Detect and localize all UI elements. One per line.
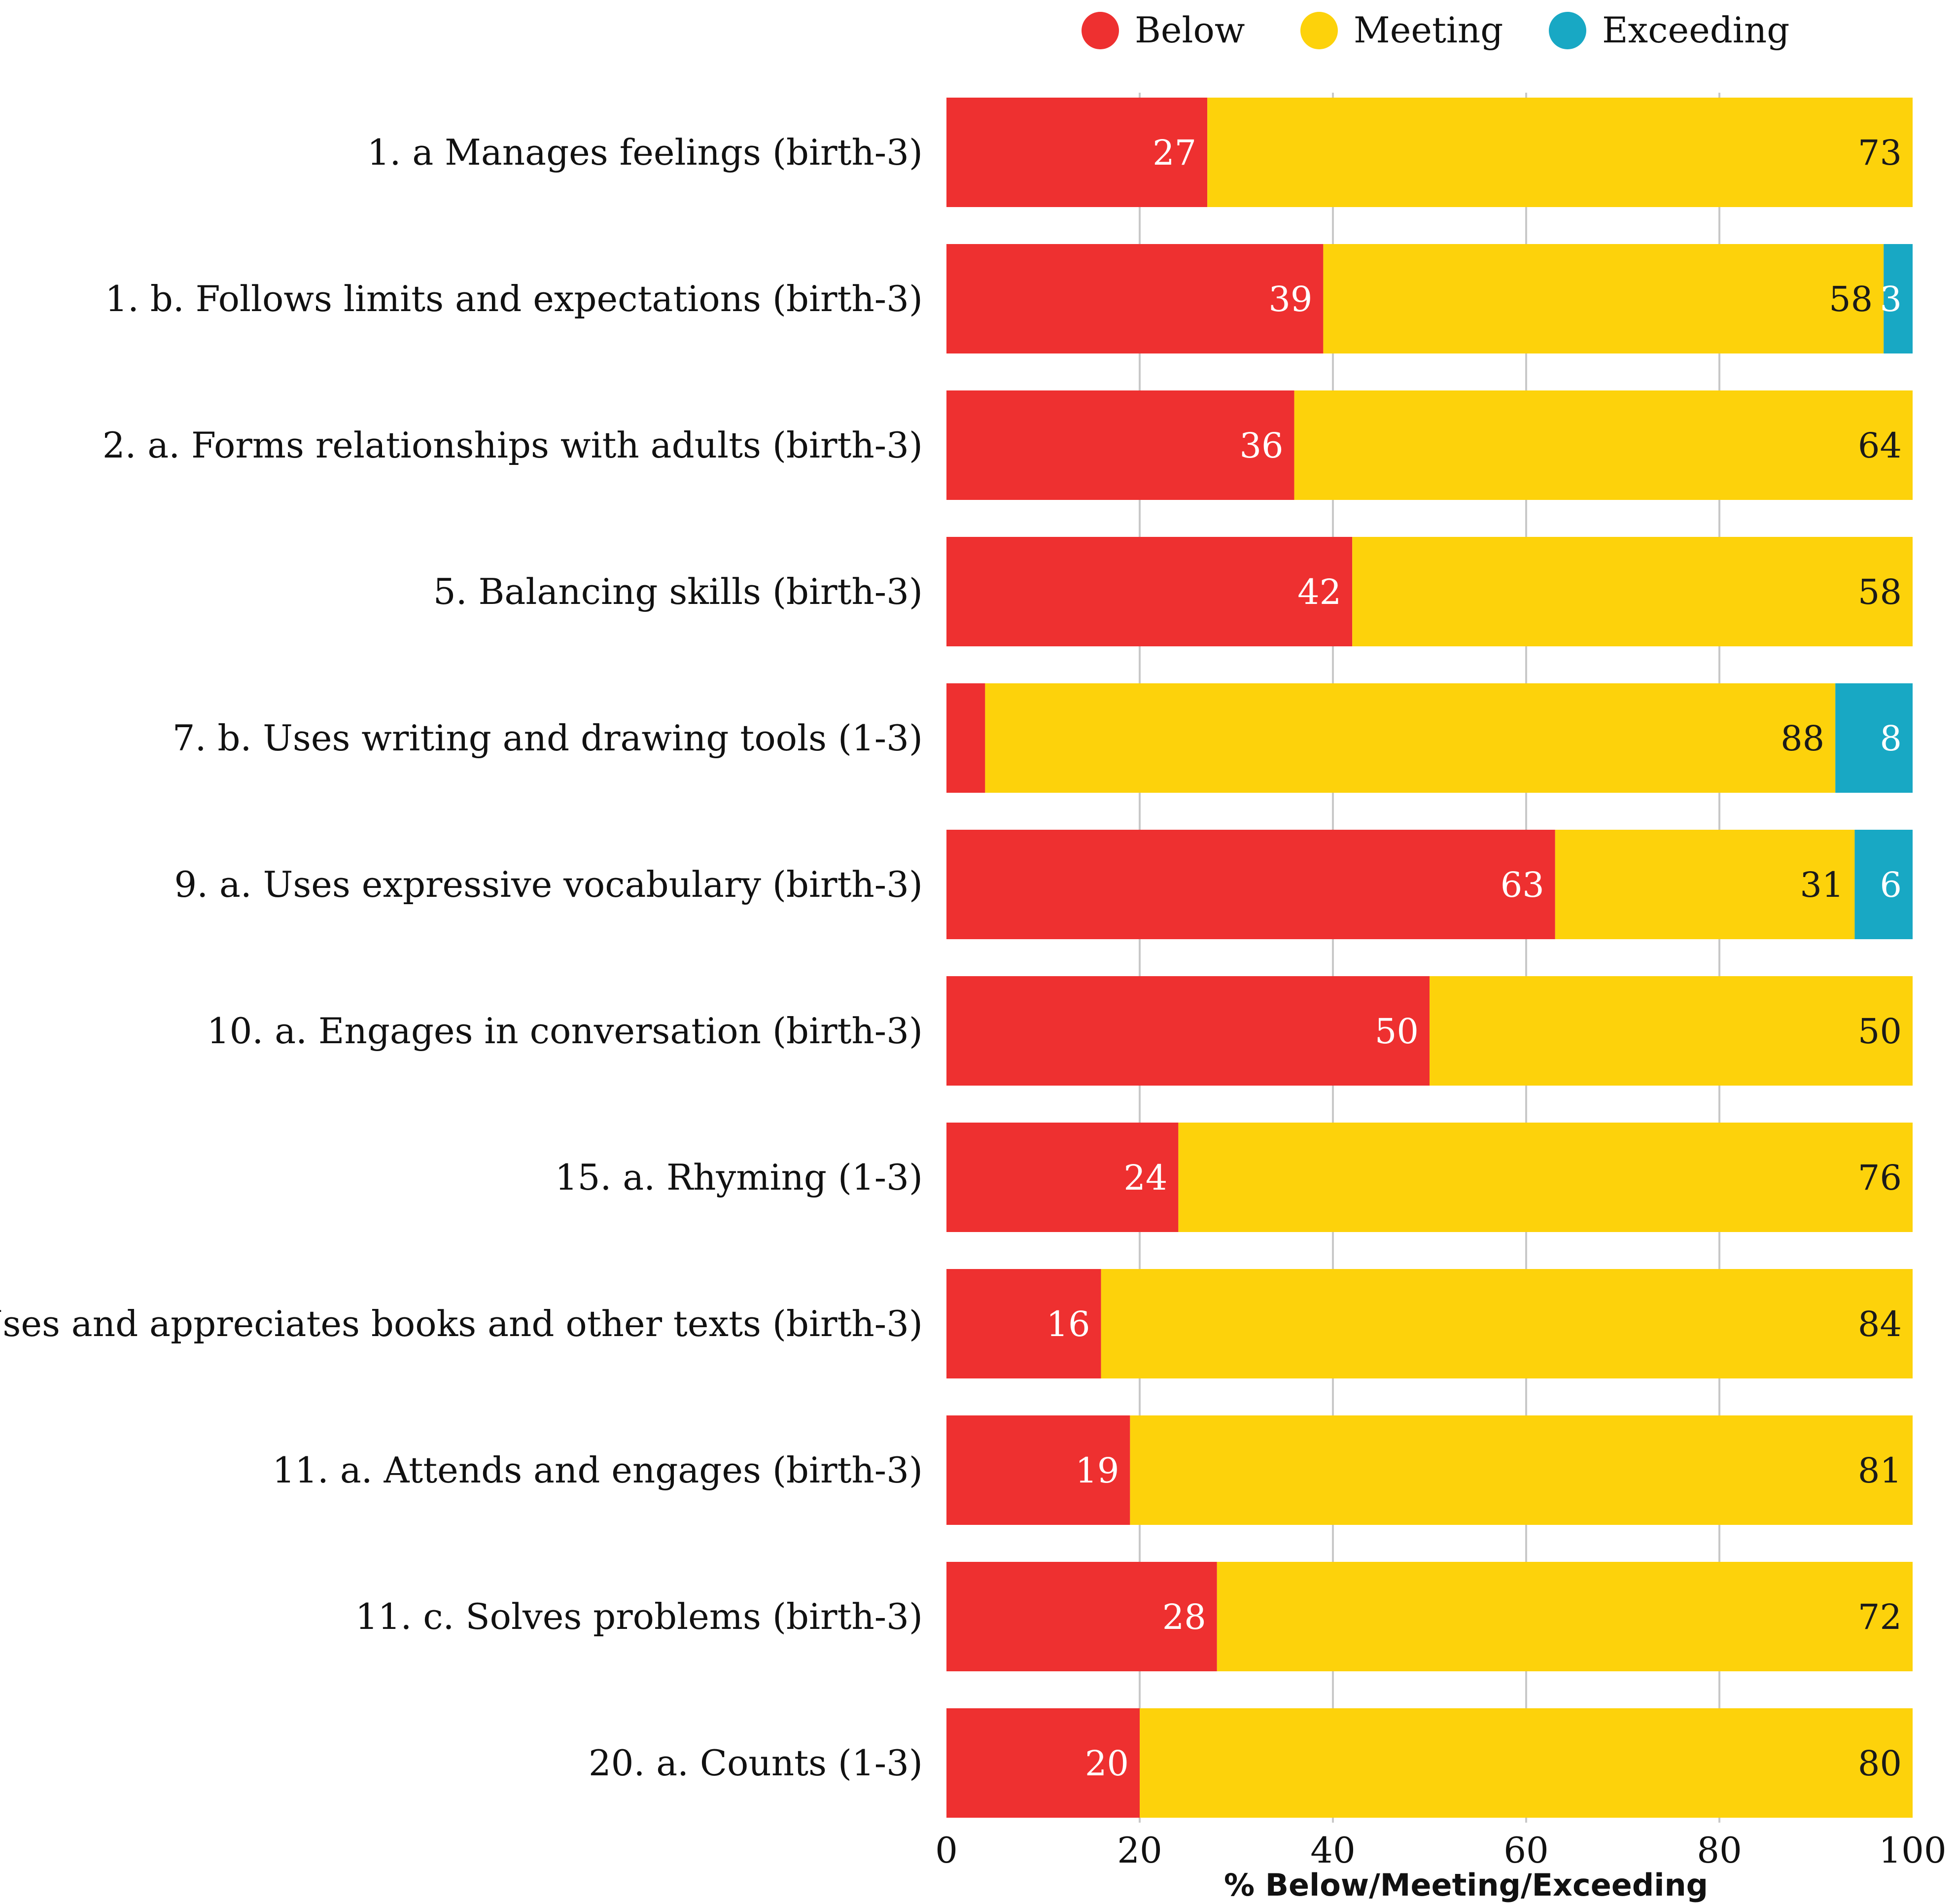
bar-exceeding	[1884, 244, 1913, 353]
category-label: 7. b. Uses writing and drawing tools (1-…	[173, 717, 923, 759]
category-label: 10. a. Engages in conversation (birth-3)	[207, 1010, 923, 1052]
x-axis-title: % Below/Meeting/Exceeding	[1224, 1867, 1708, 1903]
legend-label-exceeding: Exceeding	[1602, 9, 1789, 51]
bar-below	[946, 98, 1208, 207]
x-tick-label: 60	[1503, 1830, 1549, 1871]
grid-lines	[1139, 93, 1720, 1823]
data-label-below: 16	[1047, 1304, 1090, 1344]
data-label-meeting: 50	[1858, 1011, 1902, 1052]
data-label-below: 28	[1162, 1597, 1206, 1637]
data-label-meeting: 76	[1858, 1158, 1902, 1198]
bar-meeting	[1430, 976, 1913, 1086]
data-label-exceeding: 6	[1880, 865, 1902, 905]
data-label-meeting: 72	[1858, 1597, 1902, 1637]
category-label: 1. b. Follows limits and expectations (b…	[105, 278, 923, 319]
x-tick-label: 0	[935, 1830, 958, 1871]
bar-exceeding	[1835, 683, 1913, 793]
data-label-meeting: 58	[1858, 572, 1902, 612]
bar-below	[946, 1269, 1101, 1378]
bar-below	[946, 1562, 1217, 1671]
data-label-meeting: 64	[1858, 425, 1902, 466]
data-label-meeting: 84	[1858, 1304, 1902, 1344]
legend-label-meeting: Meeting	[1354, 9, 1503, 51]
bar-below	[946, 537, 1353, 646]
bar-meeting	[1294, 390, 1913, 500]
bar-below	[946, 390, 1294, 500]
data-label-exceeding: 8	[1880, 718, 1902, 759]
legend-marker-meeting	[1300, 12, 1338, 49]
bar-below	[946, 1415, 1130, 1525]
legend-label-below: Below	[1135, 9, 1245, 51]
bar-exceeding	[1854, 830, 1913, 939]
legend-marker-below	[1082, 12, 1119, 49]
bar-meeting	[1555, 830, 1855, 939]
data-label-below: 24	[1123, 1158, 1167, 1198]
bar-meeting	[1178, 1123, 1913, 1232]
data-label-below: 63	[1501, 865, 1544, 905]
x-tick-label: 20	[1117, 1830, 1162, 1871]
bar-meeting	[1217, 1562, 1913, 1671]
data-label-below: 19	[1075, 1450, 1119, 1491]
data-label-meeting: 73	[1858, 133, 1902, 173]
bar-meeting	[1140, 1708, 1913, 1818]
x-tick-label: 100	[1879, 1830, 1946, 1871]
bar-below	[946, 830, 1555, 939]
data-label-below: 42	[1297, 572, 1341, 612]
category-label: 5. Balancing skills (birth-3)	[433, 571, 923, 612]
data-label-meeting: 81	[1858, 1450, 1902, 1491]
bar-meeting	[1130, 1415, 1913, 1525]
x-tick-label: 40	[1310, 1830, 1356, 1871]
category-labels: 1. a Manages feelings (birth-3) 1. b. Fol…	[0, 132, 923, 1784]
category-label: 17. a. Uses and appreciates books and ot…	[0, 1303, 923, 1344]
bar-meeting	[985, 683, 1836, 793]
legend-marker-exceeding	[1549, 12, 1586, 49]
bar-below	[946, 976, 1430, 1086]
data-label-below: 27	[1153, 133, 1196, 173]
category-label: 11. a. Attends and engages (birth-3)	[272, 1449, 923, 1491]
category-label: 20. a. Counts (1-3)	[589, 1742, 923, 1784]
data-label-below: 20	[1085, 1743, 1129, 1784]
bar-meeting	[1101, 1269, 1913, 1378]
data-label-below: 50	[1375, 1011, 1419, 1052]
bar-meeting	[1352, 537, 1913, 646]
data-label-below: 39	[1268, 279, 1312, 319]
x-axis-ticks: 0 20 40 60 80 100	[935, 1830, 1947, 1871]
bar-below	[946, 1708, 1140, 1818]
category-label: 2. a. Forms relationships with adults (b…	[103, 424, 923, 466]
bar-below	[946, 1123, 1179, 1232]
category-label: 15. a. Rhyming (1-3)	[555, 1157, 923, 1198]
bar-below	[946, 244, 1324, 353]
data-label-meeting: 31	[1800, 865, 1844, 905]
category-label: 1. a Manages feelings (birth-3)	[367, 132, 923, 173]
data-label-meeting: 80	[1858, 1743, 1902, 1784]
x-tick-label: 80	[1697, 1830, 1742, 1871]
bar-meeting	[1323, 244, 1884, 353]
bar-below	[946, 683, 985, 793]
bar-meeting	[1207, 98, 1913, 207]
bars	[946, 98, 1913, 1818]
category-label: 11. c. Solves problems (birth-3)	[355, 1596, 923, 1637]
data-label-meeting: 88	[1781, 718, 1824, 759]
category-label: 9. a. Uses expressive vocabulary (birth-…	[174, 864, 923, 905]
data-label-below: 36	[1240, 425, 1284, 466]
data-label-meeting: 58	[1829, 279, 1873, 319]
legend: Below Meeting Exceeding	[1082, 9, 1789, 51]
data-label-exceeding: 3	[1880, 279, 1902, 319]
